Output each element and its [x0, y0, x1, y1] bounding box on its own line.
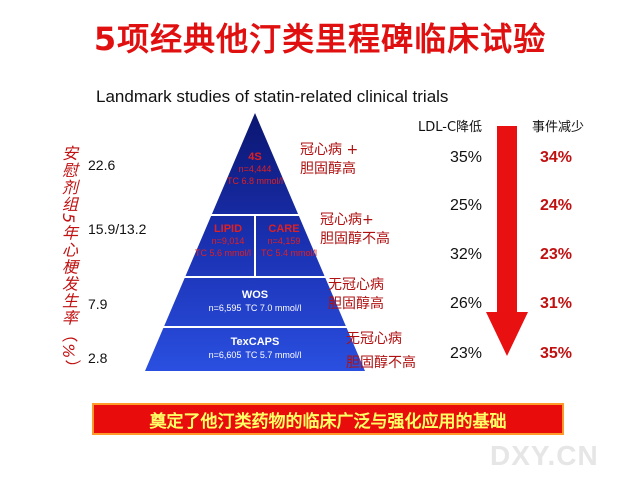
row-value-lipid-care: 15.9/13.2	[88, 221, 147, 237]
ldl-column-header: LDL-C降低	[418, 120, 483, 135]
trial-n-wos: n=6,595	[209, 303, 242, 313]
reduction-arrow	[486, 126, 528, 356]
conclusion-banner: 奠定了他汀类药物的临床广泛与强化应用的基础	[92, 403, 564, 435]
watermark-logo: DXY.CN	[490, 440, 599, 471]
y-axis-label: 安慰剂组5年心梗发生率（%）	[56, 145, 82, 376]
population-texcaps-line1: 无冠心病	[346, 331, 402, 347]
row-value-texcaps: 2.8	[88, 350, 108, 366]
population-lipid-care-line1: 冠心病+	[320, 212, 374, 228]
population-lipid-care: 冠心病+ 胆固醇不高	[320, 211, 390, 249]
event-reduction-lipid: 24%	[540, 197, 573, 214]
population-lipid-care-line2: 胆固醇不高	[320, 231, 390, 247]
population-wos-line2: 胆固醇高	[328, 296, 384, 312]
population-4s-line1: 冠心病 +	[300, 142, 359, 158]
row-value-4s: 22.6	[88, 157, 116, 173]
row-value-wos: 7.9	[88, 296, 108, 312]
trial-tc-lipid: TC 5.6 mmol/l	[195, 248, 251, 258]
trial-details-wos: n=6,595 TC 7.0 mmol/l	[209, 303, 302, 313]
event-reduction-care: 23%	[540, 246, 573, 263]
trial-n-care: n=4,159	[268, 236, 301, 246]
trial-name-care: CARE	[268, 223, 299, 235]
trial-tc-care: TC 5.4 mmol/l	[261, 248, 317, 258]
trial-n-texcaps: n=6,605	[209, 350, 242, 360]
ldl-reduction-lipid: 25%	[450, 197, 483, 214]
trial-name-4s: 4S	[248, 151, 261, 163]
event-reduction-texcaps: 35%	[540, 345, 573, 362]
population-4s: 冠心病 + 胆固醇高	[300, 141, 358, 179]
ldl-reduction-wos: 26%	[450, 295, 483, 312]
population-texcaps-line2: 胆固醇不高	[346, 355, 416, 371]
ldl-reduction-4s: 35%	[450, 149, 483, 166]
slide-subtitle: Landmark studies of statin-related clini…	[96, 87, 449, 106]
event-reduction-wos: 31%	[540, 295, 573, 312]
event-reduction-4s: 34%	[540, 149, 573, 166]
trial-pyramid: 4S n=4,444 TC 6.8 mmol/l LIPID n=9,014 T…	[145, 113, 365, 371]
trial-details-texcaps: n=6,605 TC 5.7 mmol/l	[209, 350, 302, 360]
trial-name-lipid: LIPID	[214, 223, 242, 235]
down-arrow-icon	[486, 126, 528, 356]
y-axis-label-text: 安慰剂组5年心梗发生率（%）	[59, 145, 78, 377]
population-wos: 无冠心病 胆固醇高	[328, 276, 384, 314]
ldl-reduction-care: 32%	[450, 246, 483, 263]
conclusion-text: 奠定了他汀类药物的临床广泛与强化应用的基础	[149, 411, 507, 432]
trial-n-lipid: n=9,014	[212, 236, 245, 246]
population-4s-line2: 胆固醇高	[300, 161, 356, 177]
events-column-header: 事件减少	[532, 120, 585, 135]
trial-name-wos: WOS	[242, 289, 268, 301]
trial-tc-4s: TC 6.8 mmol/l	[227, 176, 283, 186]
population-texcaps: 无冠心病 胆固醇不高	[346, 327, 416, 375]
trial-tc-wos: TC 7.0 mmol/l	[245, 303, 301, 313]
trial-tc-texcaps: TC 5.7 mmol/l	[245, 350, 301, 360]
trial-n-4s: n=4,444	[239, 164, 272, 174]
trial-name-texcaps: TexCAPS	[231, 336, 280, 348]
ldl-reduction-texcaps: 23%	[450, 345, 483, 362]
population-wos-line1: 无冠心病	[328, 277, 384, 293]
slide-title: 5项经典他汀类里程碑临床试验	[93, 20, 547, 58]
